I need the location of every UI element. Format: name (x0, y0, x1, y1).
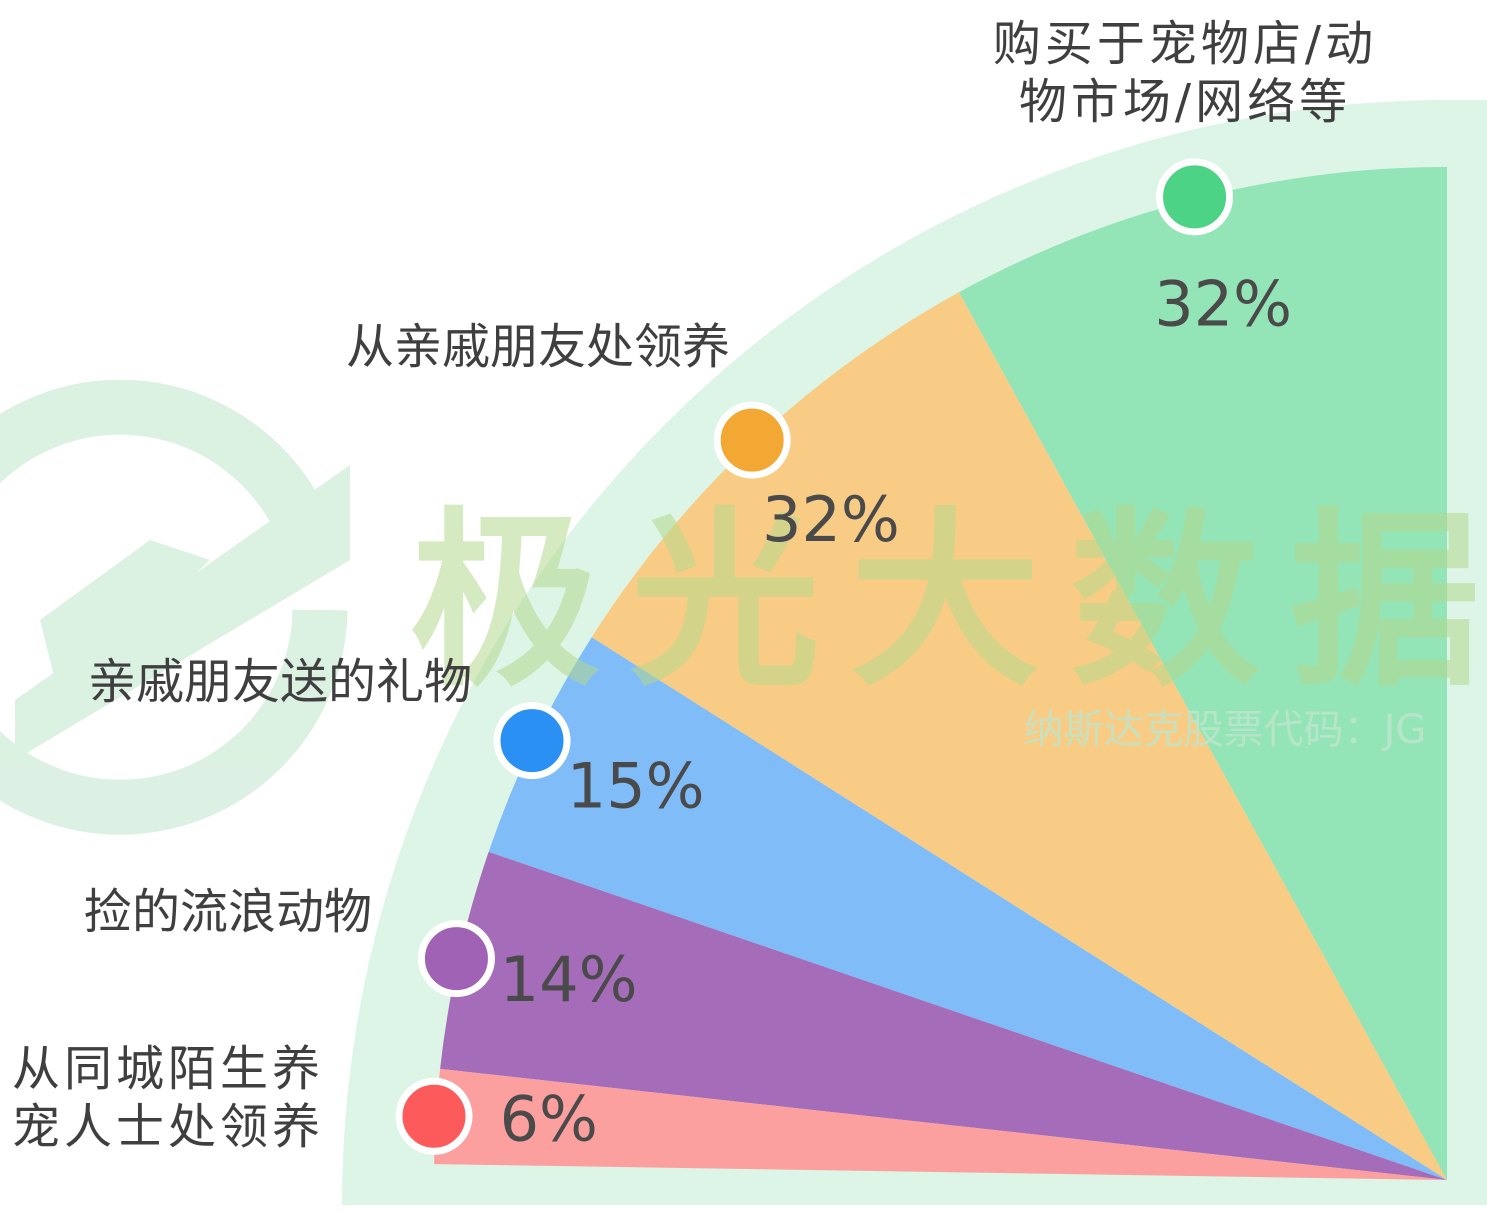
value-label: 32% (762, 483, 900, 556)
logo-ring (0, 379, 348, 835)
value-label: 14% (500, 943, 638, 1016)
marker-dot (713, 401, 791, 479)
value-label: 32% (1154, 267, 1292, 340)
category-label: 从同城陌生养宠人士处领养 (12, 1041, 325, 1155)
slice (958, 167, 1447, 1180)
watermark-subtitle: 纳斯达克股票代码：JG (1024, 707, 1427, 753)
category-label: 购买于宠物店/动物市场/网络等 (992, 16, 1378, 130)
logo (0, 379, 350, 835)
slice (440, 851, 1447, 1180)
labels: 32% 32% 从亲戚朋友处领养 15% 亲戚朋友送的礼物 14% 捡的流浪动物 6% (84, 158, 1292, 1156)
slices (434, 167, 1447, 1180)
slice (488, 637, 1447, 1180)
slice (434, 1068, 1447, 1180)
marker-dot (493, 702, 571, 780)
logo-stroke (15, 465, 350, 760)
marker-dot (417, 920, 495, 998)
value-label: 15% (567, 750, 705, 823)
value-label: 6% (500, 1083, 598, 1156)
marker-dot (1156, 158, 1234, 236)
category-label: 捡的流浪动物 (84, 884, 372, 940)
marker-dot (395, 1077, 473, 1155)
category-label: 亲戚朋友送的礼物 (88, 654, 472, 710)
slice (591, 292, 1447, 1180)
watermark-title: 极光大数据 (410, 491, 1487, 712)
category-label: 从亲戚朋友处领养 (346, 319, 730, 375)
